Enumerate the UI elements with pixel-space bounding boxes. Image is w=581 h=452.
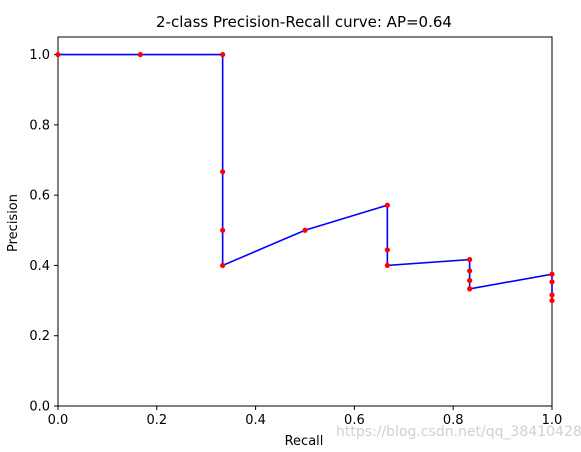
- pr-point-marker: [467, 256, 473, 263]
- y-tick-label: 0.6: [29, 189, 50, 204]
- pr-point-marker: [384, 247, 390, 253]
- x-axis-label: Recall: [285, 434, 324, 449]
- pr-point-marker: [137, 51, 143, 58]
- pr-point-marker: [467, 277, 473, 284]
- pr-point-marker: [220, 227, 226, 233]
- y-tick-label: 0.2: [29, 329, 50, 344]
- pr-point-marker: [549, 271, 555, 277]
- pr-point-marker: [549, 292, 555, 298]
- pr-point-marker: [467, 268, 473, 274]
- y-axis-ticks: 0.0 0.2 0.4 0.6 0.8 1.0: [29, 48, 58, 415]
- series-layer: [55, 51, 555, 304]
- x-tick-label: 0.2: [146, 413, 167, 428]
- pr-point-marker: [220, 169, 226, 175]
- y-tick-label: 0.4: [29, 259, 50, 274]
- pr-point-marker: [55, 51, 61, 58]
- y-tick-label: 0.8: [29, 118, 50, 133]
- plot-axes: 0.0 0.2 0.4 0.6 0.8 1.0 0.0 0.2 0.4 0.6 0.8 1.0: [29, 36, 563, 428]
- pr-point-marker: [467, 286, 473, 292]
- x-tick-label: 0.8: [443, 413, 464, 428]
- pr-point-marker: [384, 262, 390, 269]
- pr-point-marker: [302, 227, 308, 233]
- y-axis-label: Precision: [6, 194, 21, 252]
- y-tick-label: 0.0: [29, 400, 50, 415]
- x-tick-label: 0.0: [48, 413, 69, 428]
- pr-point-marker: [384, 202, 390, 208]
- y-tick-label: 1.0: [29, 48, 50, 63]
- pr-point-marker: [220, 262, 226, 269]
- pr-point-marker: [220, 51, 226, 58]
- x-tick-label: 1.0: [542, 413, 563, 428]
- x-tick-label: 0.4: [245, 413, 266, 428]
- x-axis-ticks: 0.0 0.2 0.4 0.6 0.8 1.0: [48, 406, 563, 428]
- x-tick-label: 0.6: [344, 413, 365, 428]
- pr-point-marker: [549, 279, 555, 285]
- pr-point-marker: [549, 297, 555, 304]
- chart-title: 2-class Precision-Recall curve: AP=0.64: [156, 13, 452, 31]
- plot-frame: [57, 36, 553, 407]
